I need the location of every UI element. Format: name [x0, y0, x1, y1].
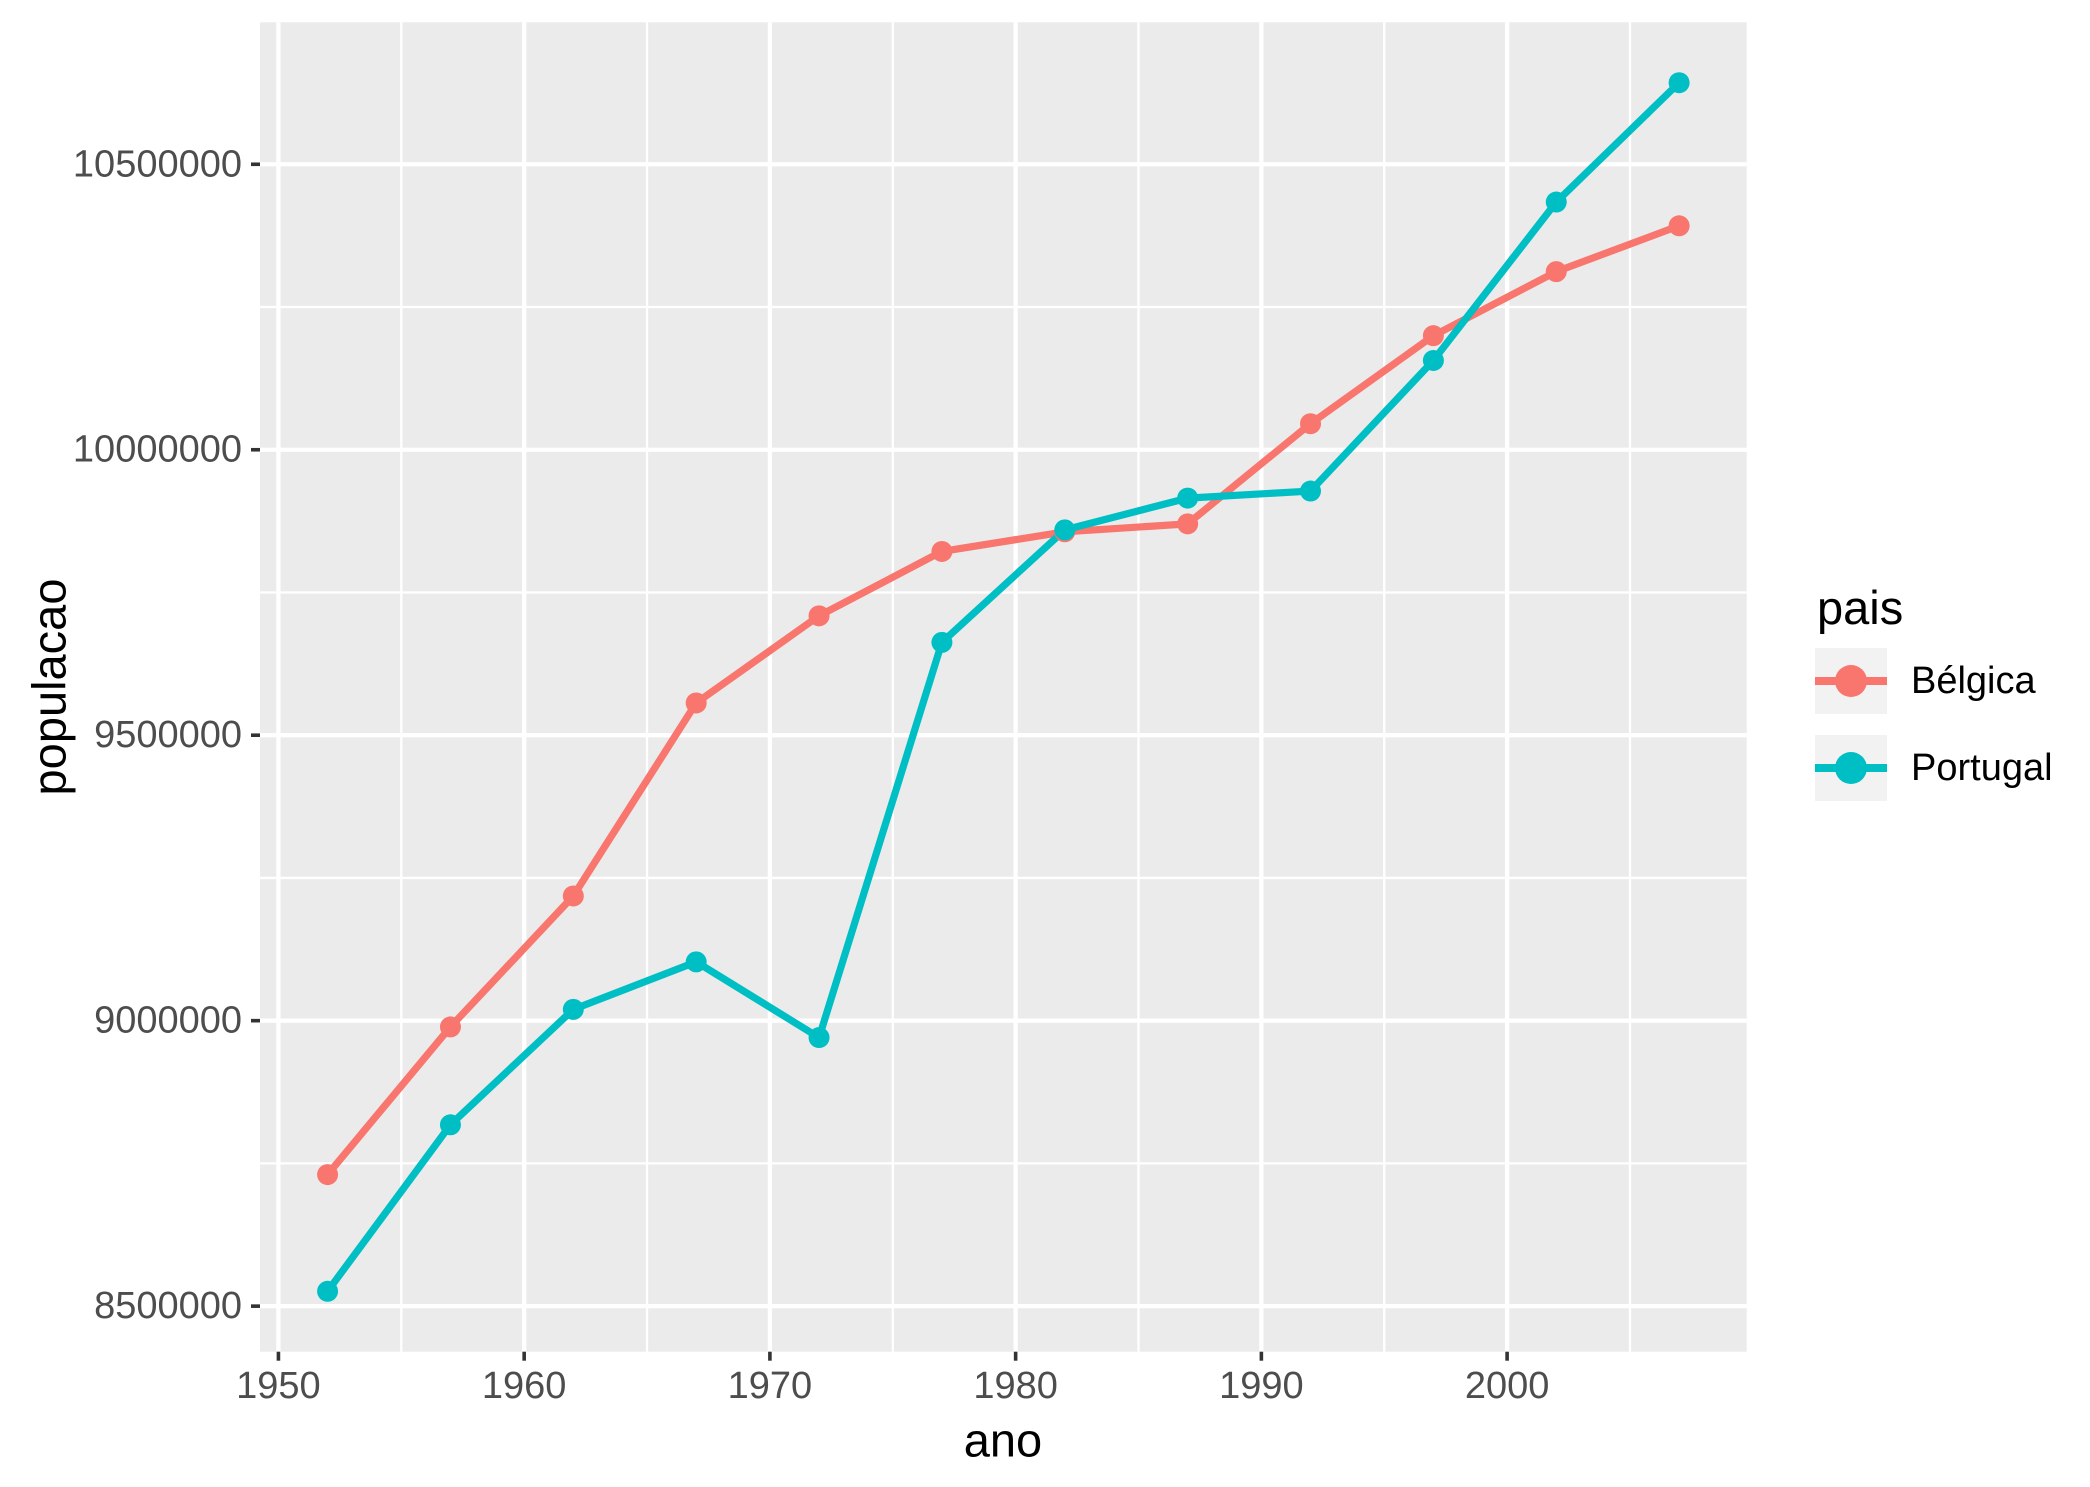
legend-item: Portugal: [1815, 735, 2053, 801]
legend-key: [1815, 735, 1887, 801]
data-point: [1668, 72, 1690, 94]
legend-key-point: [1835, 752, 1867, 784]
data-point: [1545, 261, 1567, 283]
x-axis-title: ano: [964, 1414, 1042, 1467]
x-tick-label: 1970: [728, 1365, 813, 1407]
x-tick-label: 1990: [1219, 1365, 1304, 1407]
legend-key: [1815, 648, 1887, 714]
legend-items: Bélgica Portugal: [1815, 648, 2053, 801]
y-tick-label: 10500000: [73, 143, 242, 185]
data-point: [1668, 215, 1690, 237]
data-point: [562, 885, 584, 907]
data-point: [931, 631, 953, 653]
x-tick-label: 1960: [482, 1365, 567, 1407]
data-point: [808, 605, 830, 627]
data-point: [317, 1280, 339, 1302]
series-line-1: [324, 80, 1682, 1294]
y-tick-label: 9500000: [94, 714, 242, 756]
data-point: [685, 951, 707, 973]
data-point: [1300, 480, 1322, 502]
data-point: [1054, 519, 1076, 541]
data-point: [317, 1164, 339, 1186]
y-tick-label: 10000000: [73, 429, 242, 471]
y-tick-label: 8500000: [94, 1285, 242, 1327]
data-point: [931, 540, 953, 562]
data-point: [685, 692, 707, 714]
series-line-0: [324, 222, 1681, 1177]
legend-title: pais: [1817, 581, 1904, 634]
data-point: [1300, 413, 1322, 435]
data-point: [1177, 513, 1199, 535]
y-tick-label: 9000000: [94, 1000, 242, 1042]
data-point: [1545, 191, 1567, 213]
y-axis-title: populacao: [23, 579, 76, 796]
x-tick-label: 2000: [1465, 1365, 1550, 1407]
legend-key-point: [1835, 665, 1867, 697]
legend-item-label: Bélgica: [1911, 659, 2036, 702]
legend-item-label: Portugal: [1911, 746, 2053, 789]
legend: pais Bélgica Portugal: [1815, 584, 2053, 801]
data-point: [439, 1016, 461, 1038]
plot-panel: [260, 22, 1747, 1352]
data-point: [562, 998, 584, 1020]
data-point: [1422, 325, 1444, 347]
legend-item: Bélgica: [1815, 648, 2053, 714]
data-point: [808, 1027, 830, 1049]
data-point: [1177, 487, 1199, 509]
data-point: [439, 1114, 461, 1136]
x-tick-label: 1980: [973, 1365, 1058, 1407]
x-tick-label: 1950: [236, 1365, 321, 1407]
data-point: [1422, 349, 1444, 371]
